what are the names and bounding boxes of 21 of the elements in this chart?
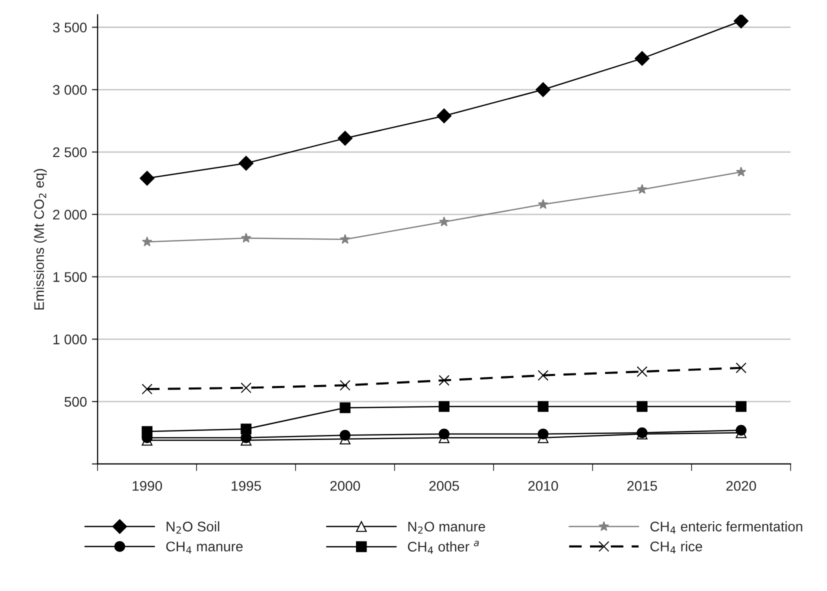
x-tick-label: 2000 xyxy=(330,480,360,491)
y-tick-label: 2 000 xyxy=(53,210,87,220)
legend-label: CH$_{4}$ rice xyxy=(650,541,702,554)
legend-label: CH$_{4}$ enteric fermentation xyxy=(650,521,802,534)
x-tick-label: 2005 xyxy=(429,480,459,491)
y-axis-title: Emissions (Mt CO$_{2}$ eq) xyxy=(34,169,47,310)
x-tick-label: 1990 xyxy=(132,480,162,491)
legend-label: CH$_{4}$ manure xyxy=(166,542,243,554)
y-tick-label: 1 000 xyxy=(53,334,87,344)
x-tick-label: 2015 xyxy=(627,480,657,491)
y-tick-label: 2 500 xyxy=(53,147,87,158)
legend-label: N$_{2}$O manure xyxy=(408,522,486,534)
x-tick-label: 1995 xyxy=(232,480,261,491)
y-tick-label: 3 500 xyxy=(52,22,87,32)
legend-label: N$_{2}$O Soil xyxy=(166,521,220,534)
y-tick-label: 1 500 xyxy=(53,272,87,282)
x-tick-label: 2010 xyxy=(528,480,558,491)
legend-label: CH$_{4}$ other $^{a}$ xyxy=(408,540,479,554)
y-tick-label: 500 xyxy=(64,396,87,407)
x-tick-label: 2020 xyxy=(726,480,756,491)
y-tick-label: 3 000 xyxy=(52,84,87,95)
